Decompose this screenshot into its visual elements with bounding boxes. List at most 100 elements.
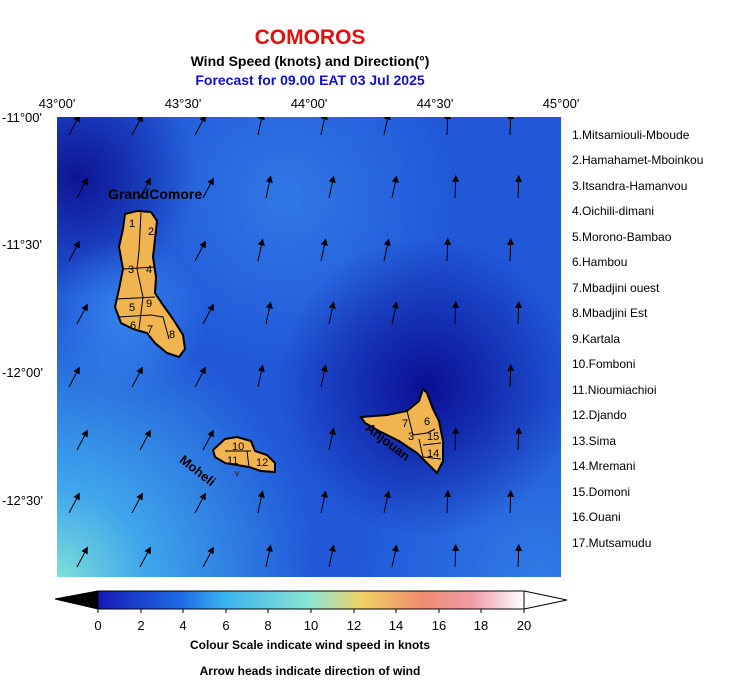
wind-arrow-head bbox=[144, 546, 151, 555]
wind-arrow-head bbox=[391, 175, 399, 183]
legend-item: 7.Mbadjini ouest bbox=[572, 281, 660, 295]
wind-arrow-head bbox=[207, 429, 214, 438]
wind-arrow-head bbox=[207, 303, 214, 312]
wind-arrow-head bbox=[199, 366, 206, 375]
colour-scale-tick: 12 bbox=[346, 618, 362, 633]
wind-arrow-head bbox=[515, 174, 523, 183]
wind-arrow-head bbox=[81, 303, 88, 312]
wind-arrow-head bbox=[73, 240, 80, 249]
wind-arrow-head bbox=[444, 237, 452, 246]
district-number: 9 bbox=[146, 298, 153, 310]
colour-scale-tick: 10 bbox=[303, 618, 319, 633]
wind-arrow-head bbox=[507, 489, 515, 498]
wind-arrow-head bbox=[257, 490, 265, 498]
colour-scale-tick: 8 bbox=[264, 618, 272, 633]
district-number: 2 bbox=[148, 226, 155, 238]
legend-item: 10.Fomboni bbox=[572, 357, 636, 371]
district-number: 7 bbox=[147, 324, 154, 336]
wind-arrow bbox=[509, 117, 512, 136]
wind-arrow-head bbox=[73, 117, 80, 123]
wind-arrow-head bbox=[265, 544, 273, 552]
legend-item: 4.Oichili-dimani bbox=[572, 204, 655, 218]
wind-arrow-head bbox=[136, 117, 143, 123]
wind-arrow-head bbox=[383, 490, 391, 498]
colour-scale-tick: 2 bbox=[137, 618, 145, 633]
wind-arrow-head bbox=[144, 177, 151, 186]
district-number: 7 bbox=[402, 418, 409, 430]
wind-map bbox=[57, 117, 561, 577]
island-anjouan bbox=[359, 387, 444, 475]
wind-arrow-head bbox=[444, 489, 452, 498]
lon-label: 45°00' bbox=[542, 96, 580, 111]
wind-arrow-head bbox=[207, 177, 214, 186]
wind-arrow-head bbox=[320, 364, 328, 372]
wind-arrow-head bbox=[81, 177, 88, 186]
wind-arrow-head bbox=[391, 301, 399, 309]
legend-item: 6.Hambou bbox=[572, 255, 628, 269]
wind-arrow-head bbox=[257, 364, 265, 372]
wind-arrow-head bbox=[515, 300, 523, 309]
wind-arrow-head bbox=[320, 238, 328, 246]
wind-arrow-head bbox=[144, 429, 151, 438]
wind-arrow-head bbox=[257, 238, 265, 246]
legend-item: 11.Nioumiachioi bbox=[572, 383, 657, 397]
district-number: 3 bbox=[128, 264, 135, 276]
wind-arrow-head bbox=[391, 544, 399, 552]
wind-arrow-head bbox=[452, 300, 460, 309]
lat-label: -12°00' bbox=[2, 365, 43, 380]
island-grande-comore bbox=[113, 209, 187, 359]
arrow-note: Arrow heads indicate direction of wind bbox=[199, 664, 421, 678]
wind-arrow-head bbox=[452, 543, 460, 552]
lat-label: -11°00' bbox=[2, 110, 42, 125]
wind-arrow-head bbox=[207, 546, 214, 555]
district-number: 4 bbox=[146, 264, 153, 276]
district-number: 14 bbox=[427, 448, 440, 460]
colour-scale-note: Colour Scale indicate wind speed in knot… bbox=[189, 638, 431, 652]
map-title: COMOROS bbox=[254, 26, 366, 49]
wind-arrow-head bbox=[328, 427, 336, 435]
wind-arrow-head bbox=[136, 366, 143, 375]
district-number: 3 bbox=[408, 431, 415, 443]
wind-arrow-head bbox=[444, 117, 452, 120]
district-number: 1 bbox=[129, 218, 136, 230]
legend-item: 13.Sima bbox=[572, 434, 617, 448]
island-moheli bbox=[211, 435, 276, 474]
wind-arrow-head bbox=[257, 117, 265, 120]
legend-item: 2.Hamahamet-Mboinkou bbox=[572, 153, 704, 167]
wind-arrow-head bbox=[265, 301, 273, 309]
district-number: 8 bbox=[169, 329, 176, 341]
legend-item: 3.Itsandra-Hamanvou bbox=[572, 179, 688, 193]
wind-arrow-head bbox=[199, 240, 206, 249]
colour-scale-tick: 4 bbox=[179, 618, 187, 633]
wind-arrow-head bbox=[320, 117, 328, 120]
map-subtitle: Wind Speed (knots) and Direction(°) bbox=[190, 53, 430, 69]
forecast-time: Forecast for 09.00 EAT 03 Jul 2025 bbox=[195, 72, 425, 88]
wind-arrow-head bbox=[199, 117, 206, 123]
wind-arrow-head bbox=[265, 175, 273, 183]
wind-arrow-head bbox=[328, 544, 336, 552]
colour-scale-tick: 14 bbox=[388, 618, 404, 633]
lon-label: 43°00' bbox=[38, 96, 76, 111]
wind-arrow-head bbox=[507, 363, 515, 372]
label-grande-comore: GrandComore bbox=[108, 186, 203, 202]
legend-item: 17.Mutsamudu bbox=[572, 536, 652, 550]
wind-arrow-head bbox=[136, 492, 143, 501]
wind-arrow-head bbox=[320, 490, 328, 498]
wind-arrow-head bbox=[515, 426, 523, 435]
district-number: 11 bbox=[227, 455, 239, 467]
lon-label: 44°30' bbox=[416, 96, 454, 111]
wind-arrow-head bbox=[383, 117, 391, 120]
wind-arrow-head bbox=[452, 426, 460, 435]
wind-arrow-head bbox=[81, 429, 88, 438]
legend-item: 12.Djando bbox=[572, 408, 627, 422]
wind-arrow-head bbox=[507, 237, 515, 246]
colour-scale-tick: 20 bbox=[516, 618, 532, 633]
wind-arrow-head bbox=[452, 174, 460, 183]
legend-item: 1.Mitsamiouli-Mboude bbox=[572, 128, 690, 142]
colour-scale-tick: 0 bbox=[94, 618, 102, 633]
wind-arrow-head bbox=[383, 238, 391, 246]
wind-arrow-head bbox=[515, 543, 523, 552]
legend-item: 16.Ouani bbox=[572, 510, 621, 524]
district-number: 6 bbox=[130, 320, 137, 332]
wind-arrow-head bbox=[199, 492, 206, 501]
